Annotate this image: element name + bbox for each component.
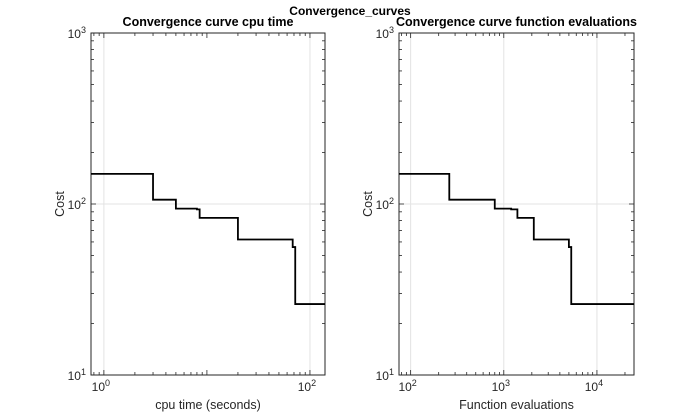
chart-2-x-tick-base: 10 [585, 380, 599, 394]
chart-1-x-axis-label: cpu time (seconds) [155, 398, 261, 412]
chart-1-x-tick-label: 102 [298, 378, 316, 394]
chart-2-title: Convergence curve function evaluations [396, 15, 637, 29]
chart-2-x-tick-base: 10 [398, 380, 412, 394]
chart-2-y-tick-base: 10 [376, 369, 390, 383]
chart-1-y-tick-base: 10 [68, 198, 82, 212]
figure-suptitle: Convergence_curves [289, 4, 411, 18]
chart-2-y-tick-label: 102 [376, 196, 394, 212]
chart-2-x-tick-label: 102 [398, 378, 416, 394]
chart-2-y-tick-exp: 3 [389, 25, 394, 35]
chart-1-axes-box [90, 32, 326, 376]
chart-1-convergence-line [91, 172, 325, 305]
chart-2-x-tick-label: 104 [585, 378, 603, 394]
chart-1-x-tick-base: 10 [92, 380, 106, 394]
chart-2-y-tick-exp: 1 [389, 367, 394, 377]
chart-2-y-tick-label: 101 [376, 367, 394, 383]
chart-1-y-tick-label: 101 [68, 367, 86, 383]
chart-2-x-tick-base: 10 [492, 380, 506, 394]
chart-1-x-tick-exp: 2 [311, 378, 316, 388]
chart-2-x-tick-label: 103 [492, 378, 510, 394]
chart-1-y-tick-exp: 1 [81, 367, 86, 377]
chart-1-x-tick-exp: 0 [105, 378, 110, 388]
chart-2-x-tick-exp: 4 [598, 378, 603, 388]
chart-2-y-tick-exp: 2 [389, 196, 394, 206]
chart-2-y-axis-label: Cost [361, 191, 375, 217]
chart-1-y-axis-label: Cost [53, 191, 67, 217]
chart-2-y-tick-base: 10 [376, 27, 390, 41]
chart-2-x-axis-label: Function evaluations [459, 398, 574, 412]
chart-1-x-tick-label: 100 [92, 378, 110, 394]
chart-1-y-tick-exp: 3 [81, 25, 86, 35]
chart-1-y-tick-label: 102 [68, 196, 86, 212]
chart-1-y-tick-base: 10 [68, 27, 82, 41]
chart-1-y-tick-exp: 2 [81, 196, 86, 206]
chart-2-x-tick-exp: 3 [505, 378, 510, 388]
chart-2-convergence-line [399, 172, 634, 305]
chart-2-x-tick-exp: 2 [412, 378, 417, 388]
chart-1-y-tick-label: 103 [68, 25, 86, 41]
chart-1-title: Convergence curve cpu time [123, 15, 294, 29]
chart-1-y-tick-base: 10 [68, 369, 82, 383]
chart-1-x-tick-base: 10 [298, 380, 312, 394]
chart-2-y-tick-label: 103 [376, 25, 394, 41]
chart-2-y-tick-base: 10 [376, 198, 390, 212]
chart-2-axes-box [398, 32, 635, 376]
